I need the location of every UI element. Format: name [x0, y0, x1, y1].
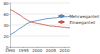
svg-text:Einweganteil: Einweganteil	[69, 20, 95, 25]
svg-text:40: 40	[3, 23, 9, 28]
svg-text:2005: 2005	[46, 48, 57, 53]
svg-text:80: 80	[3, 1, 9, 6]
svg-text:1995: 1995	[19, 48, 30, 53]
svg-text:1990: 1990	[5, 48, 16, 53]
svg-text:2010: 2010	[59, 48, 70, 53]
svg-text:20: 20	[3, 34, 9, 39]
svg-text:0: 0	[6, 44, 9, 50]
svg-text:60: 60	[3, 12, 9, 17]
svg-text:Mehrweganteil: Mehrweganteil	[69, 14, 99, 19]
svg-text:2000: 2000	[32, 48, 43, 53]
